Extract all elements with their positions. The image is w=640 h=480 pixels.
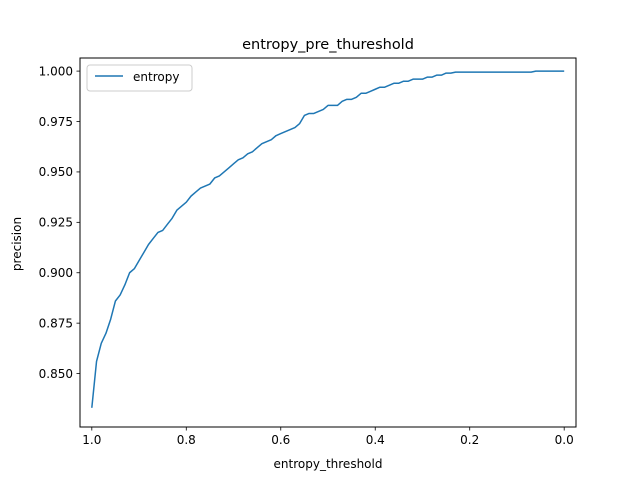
x-tick-label: 1.0 [82, 433, 101, 447]
y-tick-label: 0.900 [39, 266, 73, 280]
legend: entropy [86, 64, 193, 92]
x-tick-label: 0.0 [555, 433, 574, 447]
y-tick-label: 0.975 [39, 115, 73, 129]
y-axis: 0.850 0.875 0.900 0.925 0.950 0.975 1.000 [39, 64, 80, 381]
chart-title: entropy_pre_thureshold [242, 37, 414, 53]
x-tick-label: 0.8 [177, 433, 196, 447]
legend-label: entropy [133, 70, 179, 84]
x-axis: 1.0 0.8 0.6 0.4 0.2 0.0 [82, 427, 574, 447]
series-line-entropy [91, 70, 565, 408]
y-axis-label: precision [10, 217, 24, 271]
y-tick-label: 0.950 [39, 165, 73, 179]
series-layer [91, 70, 565, 408]
y-tick-label: 0.875 [39, 316, 73, 330]
x-tick-label: 0.6 [271, 433, 290, 447]
axes-frame [79, 57, 577, 428]
x-tick-label: 0.4 [366, 433, 385, 447]
x-tick-label: 0.2 [460, 433, 479, 447]
y-tick-label: 1.000 [39, 64, 73, 78]
y-tick-label: 0.925 [39, 216, 73, 230]
x-axis-label: entropy_threshold [274, 457, 383, 471]
plot-area [79, 57, 577, 428]
y-tick-label: 0.850 [39, 367, 73, 381]
legend-box [86, 64, 193, 92]
